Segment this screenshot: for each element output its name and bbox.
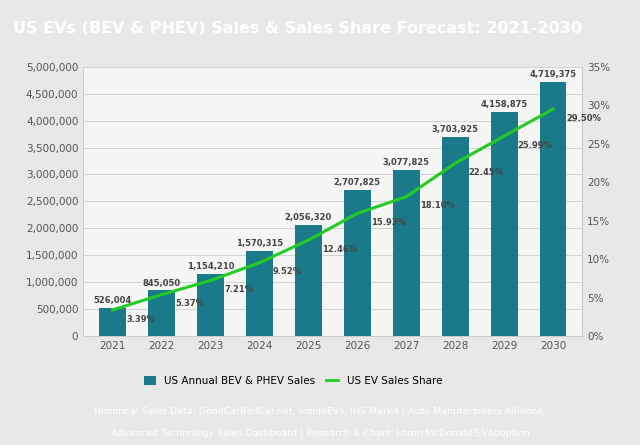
Text: 2,056,320: 2,056,320	[285, 213, 332, 222]
Text: 25.99%: 25.99%	[518, 141, 553, 150]
Text: 3.39%: 3.39%	[126, 315, 155, 324]
Text: 22.45%: 22.45%	[469, 168, 504, 177]
Text: 526,004: 526,004	[93, 295, 132, 305]
Text: 4,719,375: 4,719,375	[529, 70, 577, 79]
Text: 3,077,825: 3,077,825	[383, 158, 429, 167]
Text: 1,154,210: 1,154,210	[187, 262, 234, 271]
Text: 12.46%: 12.46%	[322, 245, 357, 254]
Bar	[148, 291, 175, 336]
Bar	[295, 225, 322, 336]
Text: Historical Sales Data: GoodCarBadCar.net, InsideEVs, IHS Markit / Auto Manufactu: Historical Sales Data: GoodCarBadCar.net…	[94, 407, 546, 416]
Legend: US Annual BEV & PHEV Sales, US EV Sales Share: US Annual BEV & PHEV Sales, US EV Sales …	[140, 372, 446, 390]
Text: 15.93%: 15.93%	[371, 218, 406, 227]
Text: 2,707,825: 2,707,825	[333, 178, 381, 187]
Text: 7.21%: 7.21%	[224, 285, 253, 294]
Bar	[197, 274, 224, 336]
Text: Advanced Technology Sales Dashboard | Research & Chart: Loren McDonald/EVAdoptio: Advanced Technology Sales Dashboard | Re…	[111, 429, 529, 438]
Bar	[99, 307, 126, 336]
Text: 4,158,875: 4,158,875	[481, 100, 528, 109]
Text: 29.50%: 29.50%	[567, 113, 602, 123]
Bar	[246, 251, 273, 336]
Text: 845,050: 845,050	[143, 279, 180, 287]
Bar	[540, 82, 566, 336]
Bar	[393, 170, 420, 336]
Bar	[344, 190, 371, 336]
Text: 3,703,925: 3,703,925	[431, 125, 479, 134]
Text: 1,570,315: 1,570,315	[236, 239, 283, 248]
Text: 9.52%: 9.52%	[273, 267, 302, 276]
Text: 5.37%: 5.37%	[175, 299, 204, 308]
Text: US EVs (BEV & PHEV) Sales & Sales Share Forecast: 2021-2030: US EVs (BEV & PHEV) Sales & Sales Share …	[13, 21, 582, 36]
Bar	[442, 137, 468, 336]
Bar	[491, 112, 518, 336]
Text: 18.10%: 18.10%	[420, 201, 455, 210]
